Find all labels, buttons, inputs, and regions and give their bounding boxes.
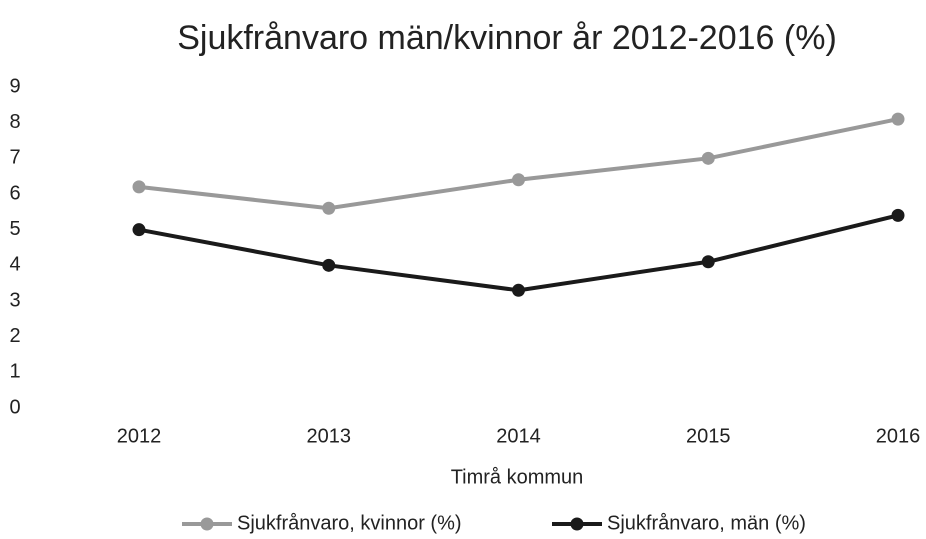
data-point <box>701 255 715 269</box>
legend-marker <box>570 517 584 531</box>
y-tick-label: 4 <box>9 254 20 276</box>
x-tick-label: 2014 <box>496 425 541 447</box>
legend-label: Sjukfrånvaro, män (%) <box>607 512 806 534</box>
data-point <box>891 208 905 222</box>
legend-marker <box>200 517 214 531</box>
y-tick-label: 9 <box>9 75 20 97</box>
x-tick-label: 2013 <box>307 425 352 447</box>
y-tick-label: 8 <box>9 111 20 133</box>
y-tick-label: 3 <box>9 289 20 311</box>
x-tick-label: 2016 <box>876 425 921 447</box>
data-point <box>132 180 146 194</box>
y-tick-label: 5 <box>9 218 20 240</box>
x-tick-label: 2015 <box>686 425 731 447</box>
data-point <box>512 283 525 297</box>
x-axis-label: Timrå kommun <box>451 466 584 488</box>
data-point <box>512 173 525 187</box>
x-tick-label: 2012 <box>117 425 162 447</box>
data-point <box>322 201 336 215</box>
data-point <box>322 258 336 272</box>
y-tick-label: 2 <box>9 325 20 347</box>
data-point <box>132 223 146 237</box>
series-line <box>138 117 899 211</box>
data-point <box>891 112 905 126</box>
y-tick-label: 7 <box>9 147 20 169</box>
y-tick-label: 6 <box>9 182 20 204</box>
y-tick-label: 0 <box>9 396 20 418</box>
legend-label: Sjukfrånvaro, kvinnor (%) <box>237 512 462 534</box>
data-point <box>701 151 715 165</box>
series-line <box>138 213 899 293</box>
chart-title: Sjukfrånvaro män/kvinnor år 2012-2016 (%… <box>177 19 837 57</box>
y-tick-label: 1 <box>9 361 20 383</box>
